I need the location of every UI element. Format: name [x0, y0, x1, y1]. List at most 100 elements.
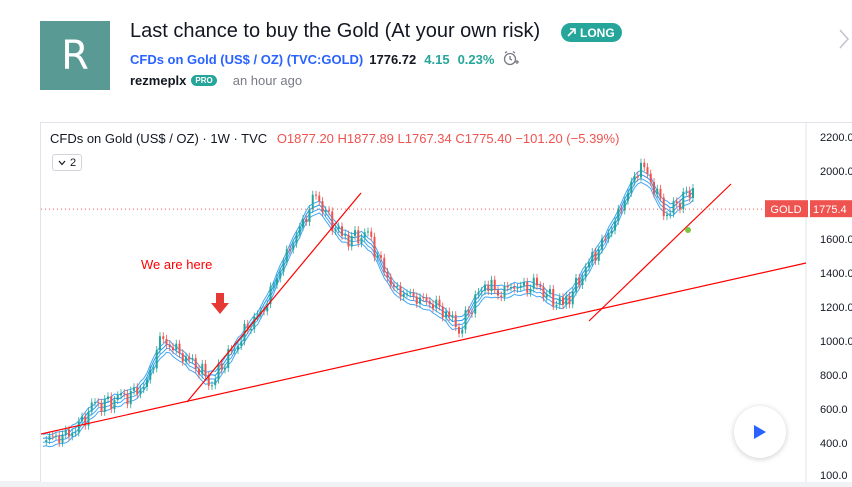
- published-time: an hour ago: [232, 73, 303, 88]
- candle: [428, 301, 431, 305]
- idea-title[interactable]: Last chance to buy the Gold (At your own…: [130, 20, 541, 42]
- candle: [159, 336, 161, 351]
- y-tick-label: 1000.0: [820, 336, 852, 348]
- candle: [591, 251, 594, 263]
- price-chart[interactable]: 2200.02000.01800.01600.01400.01200.01000…: [40, 123, 852, 482]
- candles: [45, 158, 694, 447]
- candle: [380, 255, 382, 258]
- candle: [675, 201, 678, 204]
- candle: [220, 363, 223, 370]
- moving-average-line: [42, 169, 694, 436]
- candle: [237, 345, 239, 351]
- candle: [578, 277, 581, 286]
- candle: [347, 234, 350, 247]
- candle: [350, 235, 353, 247]
- candle: [87, 411, 90, 426]
- candle: [188, 356, 191, 360]
- candle: [259, 310, 262, 315]
- current-trendline: [588, 183, 732, 322]
- candle: [510, 287, 512, 289]
- candle: [74, 432, 77, 434]
- candle: [399, 285, 402, 297]
- candle: [191, 358, 194, 360]
- candle: [412, 292, 415, 297]
- indicators-toggle-button[interactable]: 2: [52, 154, 82, 171]
- moving-average-lines: [42, 169, 694, 448]
- candle: [516, 287, 519, 289]
- author-name[interactable]: rezmeplx: [130, 73, 187, 88]
- candle: [198, 368, 200, 375]
- candle: [165, 338, 168, 345]
- alarm-clock-icon[interactable]: [502, 50, 520, 68]
- candle: [298, 226, 301, 235]
- candle: [640, 162, 642, 178]
- candle: [324, 210, 327, 213]
- candle: [315, 194, 317, 196]
- candle: [467, 310, 470, 314]
- candle: [389, 277, 392, 285]
- candle: [55, 435, 57, 437]
- candle: [607, 233, 610, 239]
- y-tick-label: 1200.0: [820, 302, 852, 314]
- candle: [451, 315, 454, 317]
- candle: [289, 249, 291, 251]
- candle: [445, 311, 447, 318]
- candle: [224, 367, 226, 370]
- moving-average-line: [42, 177, 694, 444]
- candle: [129, 390, 132, 405]
- candle: [214, 379, 217, 386]
- candle: [688, 190, 691, 198]
- candle: [617, 208, 620, 221]
- candle: [110, 396, 113, 410]
- candle: [419, 297, 421, 304]
- down-arrow-icon: [211, 293, 229, 314]
- candle: [360, 237, 363, 244]
- candle: [367, 231, 369, 233]
- candle: [308, 209, 311, 222]
- chevron-right-icon[interactable]: [838, 28, 850, 50]
- pro-badge: PRO: [191, 75, 217, 86]
- y-tick-label: 100.0: [820, 470, 848, 482]
- candle: [272, 284, 275, 287]
- candle: [354, 230, 356, 236]
- candle: [276, 278, 278, 285]
- y-tick-label: 2200.0: [820, 132, 852, 144]
- candle: [58, 435, 61, 443]
- y-tick-label: 600.0: [820, 404, 848, 416]
- candle: [692, 188, 694, 198]
- legend-symbol: CFDs on Gold (US$ / OZ) · 1W · TVC: [50, 131, 268, 146]
- candle: [77, 421, 80, 433]
- candle: [81, 416, 83, 422]
- symbol-link[interactable]: CFDs on Gold (US$ / OZ) (TVC:GOLD): [130, 51, 364, 67]
- candle: [682, 191, 685, 210]
- candle: [432, 304, 434, 309]
- moving-average-line: [42, 173, 694, 440]
- candle: [175, 343, 178, 351]
- y-tick-label: 2000.0: [820, 166, 852, 178]
- candle: [532, 277, 535, 289]
- candle: [643, 162, 646, 168]
- candle: [471, 313, 473, 315]
- candle: [438, 299, 441, 307]
- play-button[interactable]: [734, 406, 786, 458]
- candle: [279, 271, 282, 279]
- author-avatar[interactable]: R: [40, 21, 110, 90]
- candle: [649, 173, 652, 183]
- chart-legend: CFDs on Gold (US$ / OZ) · 1W · TVC O1877…: [50, 131, 619, 146]
- candle: [659, 188, 662, 198]
- chart-panel[interactable]: 2200.02000.01800.01600.01400.01200.01000…: [40, 122, 852, 482]
- indicators-count: 2: [69, 156, 77, 169]
- symbol-change: 4.15: [424, 51, 450, 67]
- symbol-price: 1776.72: [369, 51, 417, 67]
- candle: [402, 293, 405, 297]
- candle: [90, 402, 93, 412]
- candle: [51, 435, 54, 437]
- candle: [328, 210, 330, 212]
- candle: [230, 349, 233, 351]
- candle: [146, 379, 148, 388]
- candle: [610, 230, 613, 234]
- candle: [393, 284, 395, 287]
- candle: [94, 402, 96, 404]
- candle: [464, 310, 467, 330]
- candle: [519, 285, 522, 288]
